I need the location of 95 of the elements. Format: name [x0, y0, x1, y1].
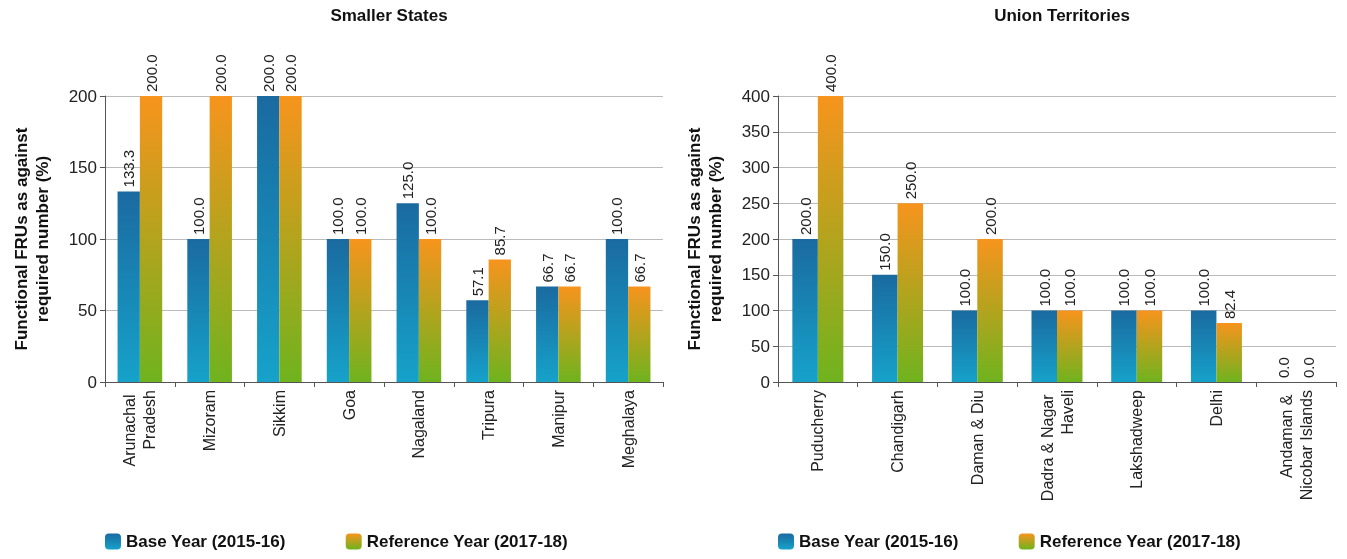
data-label: 400.0	[822, 54, 840, 92]
x-tick-label: Andaman & Nicobar Islands	[1277, 390, 1315, 501]
bar	[488, 259, 511, 382]
bar	[187, 239, 210, 382]
data-label: 200.0	[142, 54, 160, 92]
x-tick-label: Chandigarh	[889, 390, 907, 473]
bar	[257, 96, 280, 382]
data-label: 66.7	[561, 253, 579, 283]
x-tick-label: Arunachal Pradesh	[121, 390, 159, 467]
data-label: 200.0	[212, 54, 230, 92]
legend-label: Base Year (2015-16)	[125, 532, 286, 551]
bar	[1057, 310, 1083, 382]
x-tick-label: Mizoram	[201, 390, 219, 452]
x-tick-label: Manipur	[549, 389, 567, 448]
data-label: 0.0	[1300, 357, 1318, 378]
y-tick-label: 250	[741, 193, 770, 213]
x-tick-label: Dadra & Nagar Haveli	[1038, 390, 1076, 502]
data-label: 100.0	[1035, 268, 1053, 307]
y-tick-label: 350	[741, 122, 770, 142]
data-label: 150.0	[876, 233, 894, 271]
y-tick-label: 0	[760, 372, 770, 392]
data-label: 133.3	[120, 149, 138, 188]
bar	[349, 239, 372, 382]
bar	[897, 203, 924, 382]
bar	[817, 96, 844, 382]
x-tick-label: Delhi	[1207, 390, 1225, 427]
bar	[279, 96, 302, 382]
data-label: 100.0	[189, 197, 207, 235]
data-label: 125.0	[399, 161, 417, 200]
bar	[872, 274, 898, 382]
y-tick-label: 300	[741, 158, 770, 177]
bar	[1111, 310, 1137, 382]
data-label: 82.4	[1220, 289, 1238, 320]
x-tick-label: Lakshadweep	[1128, 389, 1146, 489]
chart-title: Union Territories	[994, 6, 1130, 25]
data-label: 100.0	[1195, 268, 1213, 307]
data-label: 100.0	[956, 268, 974, 307]
bar	[117, 191, 140, 382]
x-tick-label: Sikkim	[270, 390, 288, 438]
legend-label: Base Year (2015-16)	[798, 532, 959, 551]
y-tick-label: 200	[741, 229, 770, 249]
y-tick-label: 400	[741, 86, 770, 106]
y-axis-title: Functional FRUs as against required number (%)	[685, 127, 725, 351]
y-tick-label: 150	[68, 158, 97, 177]
data-label: 250.0	[901, 161, 919, 200]
x-tick-label: Daman & Diu	[968, 390, 986, 486]
x-tick-label: Puducherry	[809, 390, 827, 472]
bar	[466, 300, 489, 382]
data-label: 100.0	[1140, 268, 1158, 307]
data-label: 100.0	[1061, 268, 1079, 307]
data-label: 200.0	[282, 54, 300, 92]
data-label: 66.7	[630, 253, 648, 283]
data-label: 100.0	[1115, 268, 1133, 307]
data-label: 66.7	[538, 253, 556, 283]
y-tick-label: 150	[741, 265, 770, 285]
data-label: 100.0	[608, 197, 626, 235]
y-tick-label: 50	[751, 336, 770, 356]
y-tick-label: 0	[87, 372, 97, 392]
bar	[536, 286, 559, 382]
bar	[139, 96, 163, 382]
data-label: 100.0	[421, 197, 439, 235]
bar	[1031, 310, 1057, 382]
bar	[326, 239, 350, 382]
bar	[951, 310, 978, 382]
legend-label: Reference Year (2017-18)	[366, 532, 568, 551]
data-label: 100.0	[329, 197, 347, 235]
data-label: 0.0	[1274, 357, 1292, 378]
data-label: 200.0	[259, 54, 277, 92]
bar	[977, 239, 1003, 382]
bar	[1190, 310, 1217, 382]
bar	[1136, 310, 1163, 382]
bar	[418, 239, 442, 382]
x-tick-label: Meghalaya	[619, 389, 637, 469]
y-tick-label: 50	[78, 301, 97, 320]
bar	[628, 286, 651, 382]
y-tick-label: 200	[68, 86, 97, 106]
y-axis-title: Functional FRUs as against required number (%)	[12, 127, 52, 351]
legend-label: Reference Year (2017-18)	[1039, 532, 1241, 551]
bar	[1216, 323, 1242, 382]
data-label: 200.0	[796, 197, 814, 235]
x-tick-label: Goa	[340, 389, 358, 421]
bar	[605, 239, 629, 382]
bar	[558, 286, 581, 382]
data-label: 85.7	[491, 226, 509, 256]
y-tick-label: 100	[741, 301, 770, 320]
bar	[209, 96, 232, 382]
data-label: 57.1	[468, 267, 486, 297]
bar	[396, 203, 419, 382]
chart-title: Smaller States	[330, 6, 448, 25]
x-tick-label: Nagaland	[410, 390, 428, 459]
data-label: 200.0	[981, 197, 999, 235]
data-label: 100.0	[351, 197, 369, 235]
y-tick-label: 100	[68, 229, 97, 249]
x-tick-label: Tripura	[480, 389, 498, 441]
bar	[792, 239, 818, 382]
